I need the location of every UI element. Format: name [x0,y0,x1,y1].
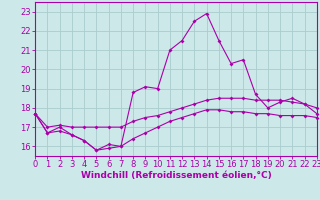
X-axis label: Windchill (Refroidissement éolien,°C): Windchill (Refroidissement éolien,°C) [81,171,271,180]
